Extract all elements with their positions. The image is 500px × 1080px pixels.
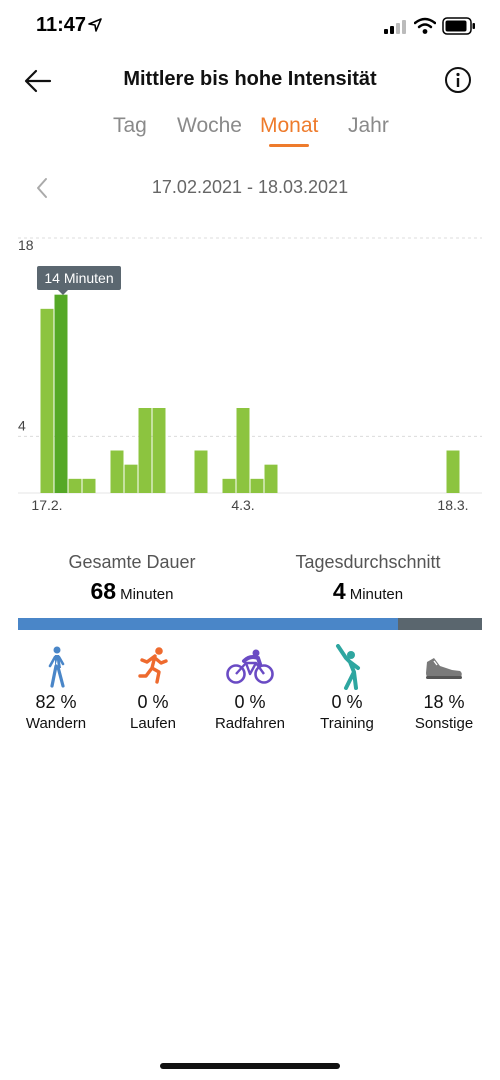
bar bbox=[138, 408, 152, 493]
total-duration-unit: Minuten bbox=[120, 586, 174, 603]
x-tick-label: 4.3. bbox=[231, 497, 254, 513]
status-time: 11:47 bbox=[36, 14, 87, 36]
training-label: Training bbox=[320, 715, 374, 732]
walking-label: Wandern bbox=[25, 715, 87, 732]
running-percent: 0 % bbox=[137, 692, 169, 712]
back-arrow-icon[interactable] bbox=[22, 64, 56, 98]
chevron-left-icon[interactable] bbox=[34, 176, 52, 200]
y-tick-label: 4 bbox=[18, 417, 26, 433]
daily-average-unit: Minuten bbox=[349, 586, 404, 603]
cellular-signal-icon bbox=[384, 20, 406, 34]
y-tick-label: 18 bbox=[18, 237, 34, 253]
training-icon bbox=[336, 644, 360, 690]
x-tick-label: 17.2. bbox=[31, 497, 62, 513]
other-label: Sonstige bbox=[414, 715, 474, 732]
cycling-percent: 0 % bbox=[234, 692, 266, 712]
daily-average-label: Tagesdurchschnitt bbox=[295, 552, 441, 572]
x-tick-label: 18.3. bbox=[437, 497, 468, 513]
intensity-bar-chart: 18 4 17.2. 4.3. 18.3. bbox=[18, 237, 482, 513]
activity-walking: 82 % Wandern bbox=[6, 642, 106, 732]
info-icon[interactable] bbox=[444, 66, 472, 94]
bar bbox=[446, 450, 460, 493]
cycling-label: Radfahren bbox=[214, 715, 286, 732]
battery-icon bbox=[442, 17, 475, 35]
other-percent: 18 % bbox=[423, 692, 465, 712]
shoe-icon bbox=[426, 658, 462, 679]
cycling-icon bbox=[226, 649, 274, 684]
activity-distribution-bar bbox=[18, 618, 482, 630]
walking-share-segment bbox=[18, 618, 399, 630]
activity-running: 0 % Laufen bbox=[103, 642, 203, 732]
bar bbox=[68, 478, 82, 493]
bar bbox=[250, 478, 264, 493]
activity-other: 18 % Sonstige bbox=[394, 642, 494, 732]
page-title: Mittlere bis hohe Intensität bbox=[123, 68, 377, 90]
walking-icon bbox=[48, 646, 65, 688]
bar bbox=[222, 478, 236, 493]
bar bbox=[194, 450, 208, 493]
tab-tag[interactable]: Tag bbox=[113, 114, 147, 137]
bar bbox=[82, 478, 96, 493]
bar bbox=[124, 464, 138, 493]
active-tab-indicator bbox=[269, 144, 309, 147]
home-indicator bbox=[160, 1063, 340, 1069]
tab-jahr[interactable]: Jahr bbox=[348, 114, 389, 137]
training-percent: 0 % bbox=[331, 692, 363, 712]
bar-tooltip: 14 Minuten bbox=[37, 266, 121, 290]
bar bbox=[236, 408, 250, 493]
other-share-segment bbox=[398, 618, 482, 630]
total-duration-label: Gesamte Dauer bbox=[68, 552, 196, 572]
total-duration-value: 68 Minuten bbox=[32, 578, 232, 605]
tooltip-pointer bbox=[57, 289, 69, 295]
bar bbox=[110, 450, 124, 493]
bar bbox=[152, 408, 166, 493]
activity-training: 0 % Training bbox=[297, 642, 397, 732]
running-icon bbox=[138, 647, 168, 684]
total-duration-number: 68 bbox=[90, 578, 117, 604]
bar bbox=[264, 464, 278, 493]
running-label: Laufen bbox=[130, 715, 176, 732]
wifi-icon bbox=[414, 17, 436, 34]
bar bbox=[54, 294, 68, 493]
walking-percent: 82 % bbox=[35, 692, 77, 712]
activity-cycling: 0 % Radfahren bbox=[200, 642, 300, 732]
tab-monat[interactable]: Monat bbox=[260, 114, 319, 137]
location-arrow-icon bbox=[88, 18, 102, 32]
bar bbox=[40, 308, 54, 493]
tab-woche[interactable]: Woche bbox=[177, 114, 242, 137]
date-range: 17.02.2021 - 18.03.2021 bbox=[151, 177, 349, 197]
daily-average-value: 4 Minuten bbox=[268, 578, 468, 605]
daily-average-number: 4 bbox=[332, 578, 346, 604]
